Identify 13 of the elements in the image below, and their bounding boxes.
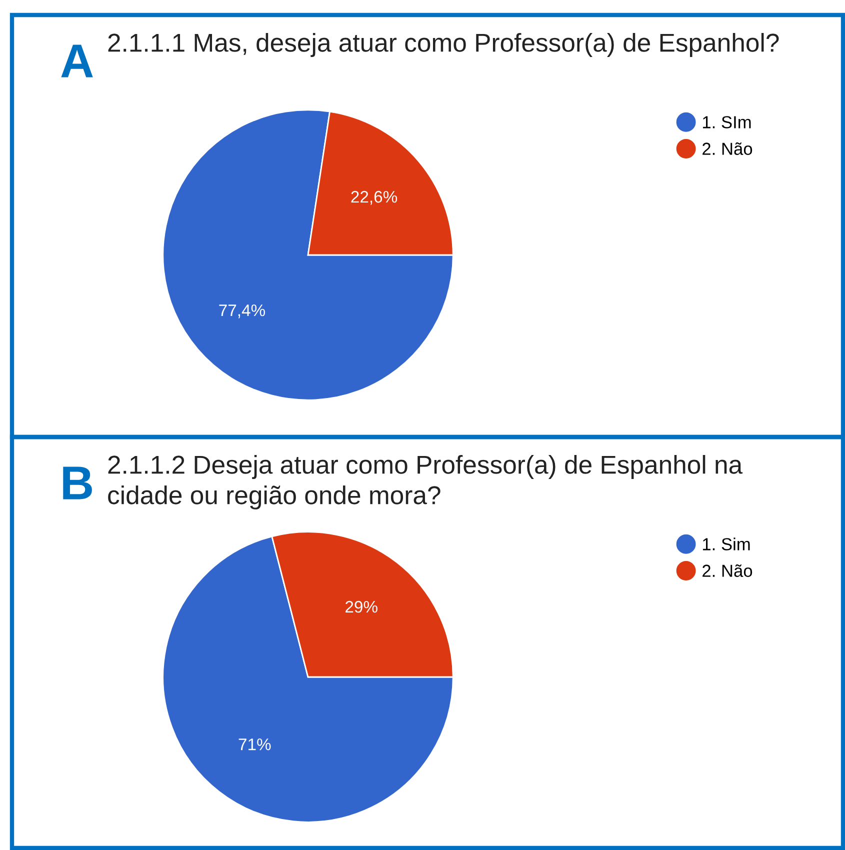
legend-label: 2. Não — [702, 564, 752, 577]
pie-slice — [162, 109, 454, 401]
data-label: 22,6% — [351, 190, 398, 205]
legend-label: 1. SIm — [702, 116, 751, 128]
chart-title: 2.1.1.1 Mas, deseja atuar como Professor(a) de Espanhol? — [108, 33, 779, 57]
data-label: 29% — [346, 600, 378, 613]
data-label: 71% — [238, 738, 271, 750]
text: B — [63, 466, 92, 500]
legend-label: 1. Sim — [702, 538, 750, 550]
chart-title: 2.1.1.2 Deseja atuar como Professor(a) de Espanhol na cidade ou região onde mora? — [108, 455, 743, 510]
text: A — [61, 44, 93, 78]
legend-label: 2. Não — [702, 142, 752, 155]
data-label: 77,4% — [219, 304, 266, 318]
